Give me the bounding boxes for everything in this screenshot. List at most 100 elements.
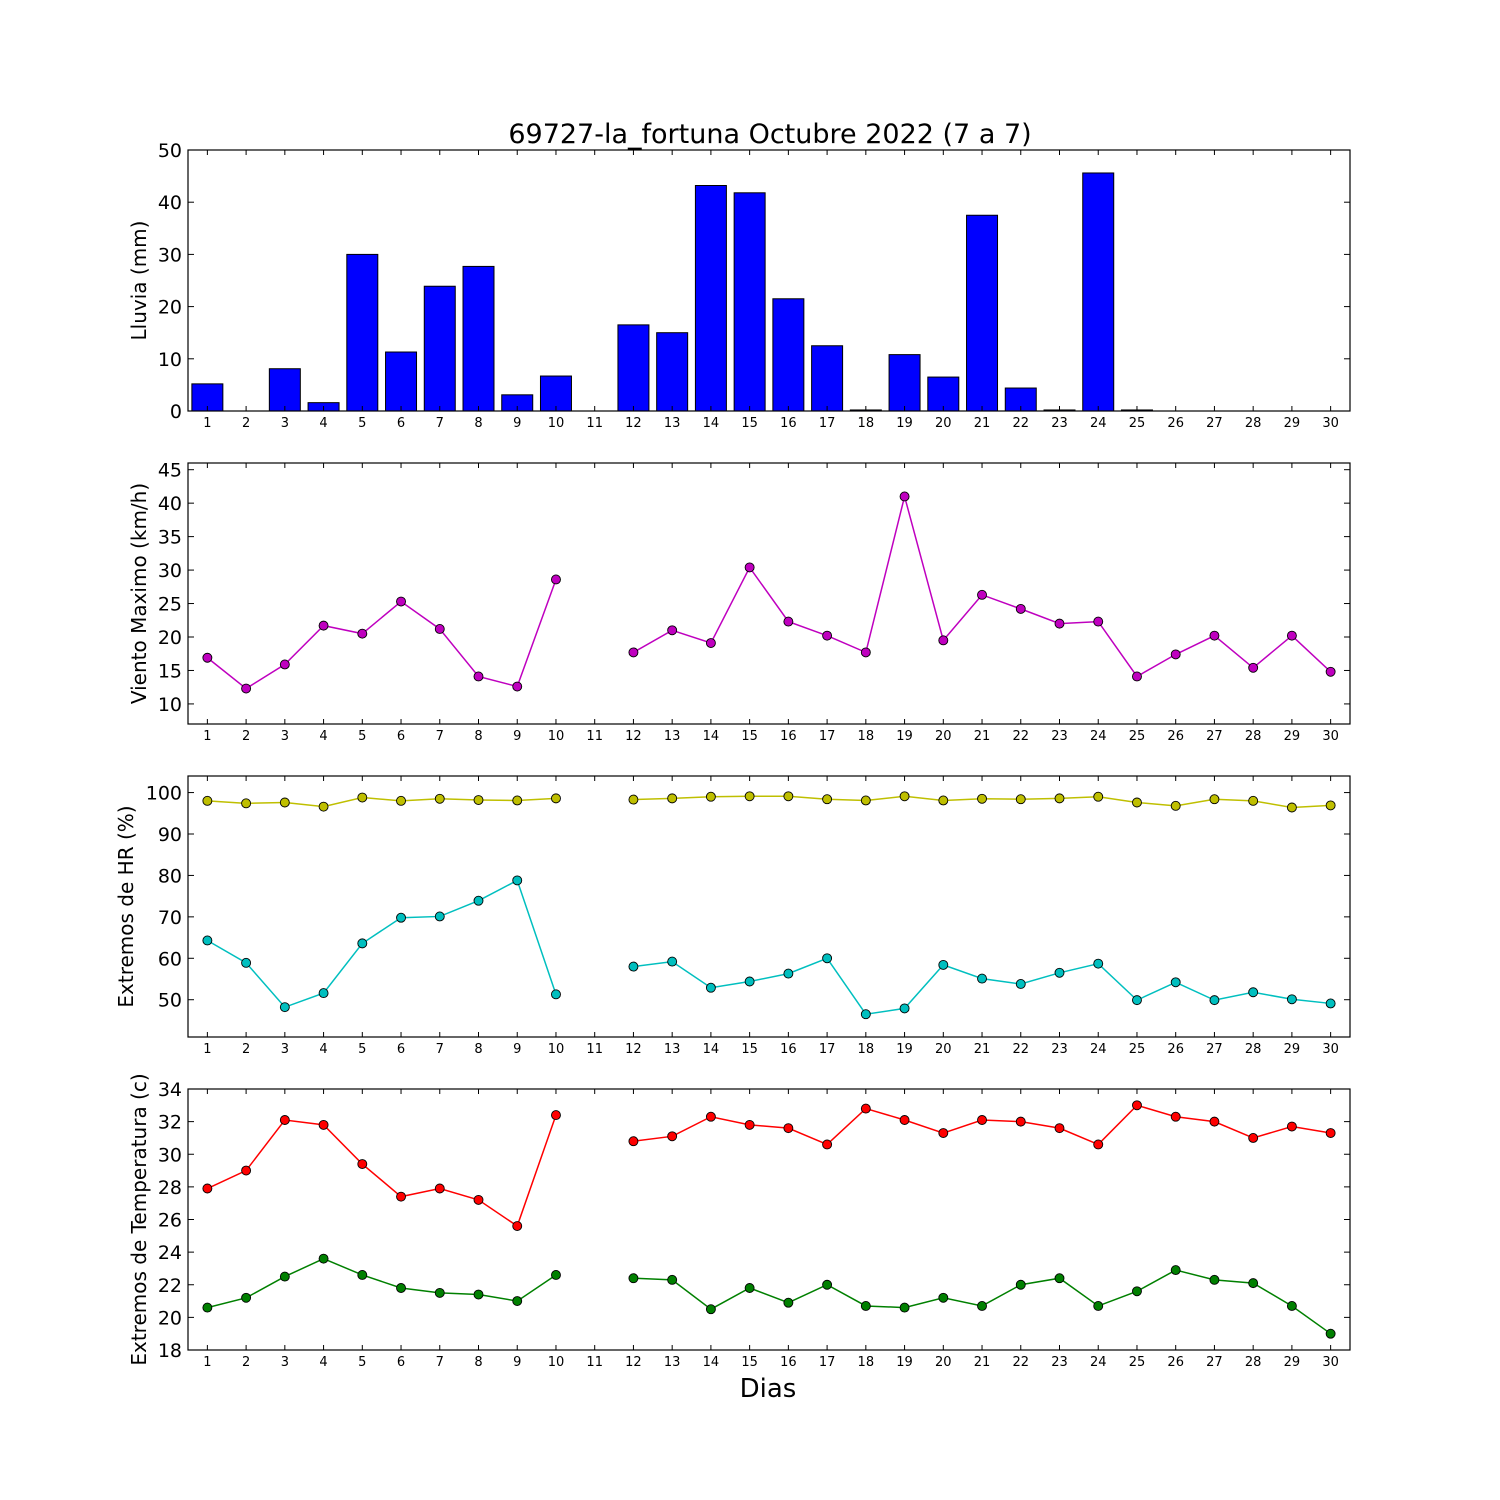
data-point (1209, 1116, 1220, 1127)
data-point (1054, 618, 1065, 629)
x-tick-label: 8 (474, 1042, 482, 1057)
x-tick-label: 5 (358, 1355, 366, 1370)
series-line (206, 879, 557, 1009)
rain-bar (888, 354, 921, 412)
data-point (318, 801, 329, 812)
x-tick-label: 10 (548, 1042, 565, 1057)
x-tick-label: 3 (281, 729, 289, 744)
data-point (1286, 994, 1297, 1005)
x-tick-label: 23 (1051, 729, 1068, 744)
series-line (206, 579, 557, 690)
data-point (705, 1111, 716, 1122)
data-point (202, 935, 213, 946)
rain-bar (1082, 172, 1115, 412)
x-tick-label: 12 (625, 1355, 642, 1370)
x-tick-label: 22 (1012, 1042, 1029, 1057)
plot-frame (187, 462, 1351, 725)
data-point (822, 1139, 833, 1150)
x-tick-label: 19 (896, 1355, 913, 1370)
x-tick-label: 29 (1284, 416, 1301, 431)
data-point (434, 911, 445, 922)
x-tick-label: 15 (741, 729, 758, 744)
series-line (633, 957, 1331, 1016)
rain-bar (694, 185, 727, 412)
data-point (357, 792, 368, 803)
plot-frame (187, 149, 1351, 412)
data-point (667, 625, 678, 636)
y-tick-label: 30 (158, 560, 182, 582)
x-tick-label: 28 (1245, 729, 1262, 744)
data-point (822, 630, 833, 641)
data-point (783, 616, 794, 627)
x-tick-label: 8 (474, 729, 482, 744)
x-tick-label: 2 (242, 1042, 250, 1057)
data-point (512, 875, 523, 886)
x-tick-label: 2 (242, 729, 250, 744)
data-point (434, 793, 445, 804)
x-tick-label: 19 (896, 416, 913, 431)
x-tick-label: 17 (819, 416, 836, 431)
data-point (551, 574, 561, 585)
y-tick-label: 22 (158, 1275, 182, 1297)
rain-bar (423, 285, 456, 412)
data-point (1093, 616, 1104, 627)
x-tick-label: 23 (1051, 1355, 1068, 1370)
x-tick-label: 1 (203, 1042, 211, 1057)
y-tick-label: 35 (158, 527, 182, 549)
data-point (705, 1304, 716, 1315)
data-point (860, 1009, 871, 1020)
x-tick-label: 13 (664, 729, 681, 744)
rain-bar (617, 324, 650, 412)
data-point (473, 1289, 484, 1300)
x-tick-label: 13 (664, 416, 681, 431)
data-point (396, 1283, 406, 1293)
data-point (899, 791, 910, 802)
data-point (318, 620, 329, 631)
data-point (1132, 995, 1142, 1006)
data-point (279, 1002, 290, 1013)
y-tick-label: 45 (158, 460, 182, 482)
data-point (1209, 794, 1220, 805)
x-tick-label: 28 (1245, 1355, 1262, 1370)
x-tick-label: 21 (974, 1042, 991, 1057)
chart-panels: 1 2 3 4 5 6 7 8 9 10 11 12 13 14 15 16 17 18 19 20 21 22 23 24 2… (114, 140, 1351, 1370)
x-tick-label: 1 (203, 729, 211, 744)
y-tick-label: 50 (158, 990, 182, 1012)
data-point (1170, 800, 1181, 811)
x-tick-label: 23 (1051, 416, 1068, 431)
data-point (1132, 1100, 1142, 1111)
y-tick-label: 32 (158, 1112, 182, 1134)
x-tick-label: 26 (1167, 416, 1184, 431)
data-point (1132, 671, 1142, 682)
x-tick-label: 22 (1012, 1355, 1029, 1370)
x-tick-label: 21 (974, 729, 991, 744)
x-tick-label: 20 (935, 1355, 952, 1370)
x-tick-label: 26 (1167, 1355, 1184, 1370)
data-point (551, 989, 561, 1000)
rain-bar (733, 192, 766, 412)
x-tick-label: 19 (896, 729, 913, 744)
x-tick-label: 3 (281, 1042, 289, 1057)
data-point (705, 982, 716, 993)
data-point (1170, 649, 1181, 660)
series-wind (202, 491, 1336, 694)
series-line (207, 1257, 557, 1309)
y-tick-label: 40 (158, 192, 182, 214)
data-point (628, 794, 639, 805)
x-tick-label: 12 (625, 416, 642, 431)
data-point (899, 1003, 910, 1014)
data-point (202, 1183, 213, 1194)
data-point (357, 1159, 368, 1169)
x-tick-label: 13 (664, 1355, 681, 1370)
data-point (1054, 967, 1065, 978)
data-point (1325, 998, 1336, 1009)
data-point (705, 791, 716, 802)
data-point (512, 795, 523, 806)
data-point (1248, 1278, 1259, 1289)
data-point (1054, 793, 1065, 804)
plot-frame (187, 775, 1351, 1038)
data-point (628, 647, 639, 658)
y-axis-label: Extremos de Temperatura (c) (127, 1073, 151, 1365)
x-tick-label: 2 (242, 416, 250, 431)
data-point (396, 795, 406, 806)
